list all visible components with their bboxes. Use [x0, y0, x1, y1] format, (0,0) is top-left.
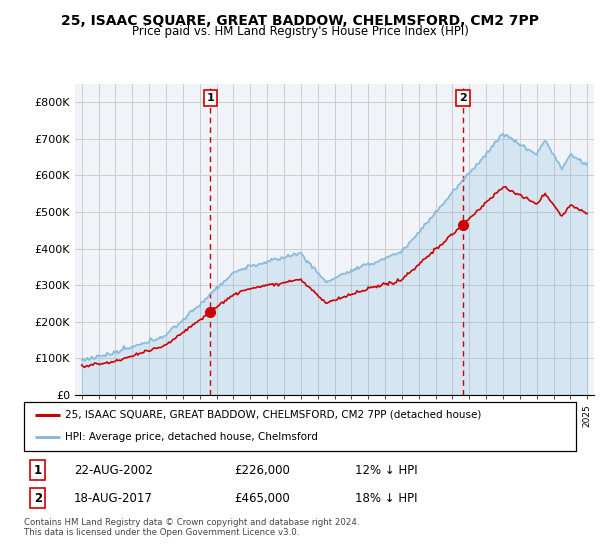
Text: 22-AUG-2002: 22-AUG-2002 — [74, 464, 152, 477]
Text: 25, ISAAC SQUARE, GREAT BADDOW, CHELMSFORD, CM2 7PP (detached house): 25, ISAAC SQUARE, GREAT BADDOW, CHELMSFO… — [65, 410, 482, 420]
Text: This data is licensed under the Open Government Licence v3.0.: This data is licensed under the Open Gov… — [24, 528, 299, 537]
Text: £465,000: £465,000 — [234, 492, 290, 505]
Text: 12% ↓ HPI: 12% ↓ HPI — [355, 464, 418, 477]
Text: 1: 1 — [34, 464, 42, 477]
Text: 1: 1 — [206, 93, 214, 103]
Text: 25, ISAAC SQUARE, GREAT BADDOW, CHELMSFORD, CM2 7PP: 25, ISAAC SQUARE, GREAT BADDOW, CHELMSFO… — [61, 14, 539, 28]
Text: 2: 2 — [34, 492, 42, 505]
Text: 2: 2 — [459, 93, 467, 103]
Text: Contains HM Land Registry data © Crown copyright and database right 2024.: Contains HM Land Registry data © Crown c… — [24, 518, 359, 527]
Text: 18% ↓ HPI: 18% ↓ HPI — [355, 492, 418, 505]
Text: 18-AUG-2017: 18-AUG-2017 — [74, 492, 152, 505]
Text: Price paid vs. HM Land Registry's House Price Index (HPI): Price paid vs. HM Land Registry's House … — [131, 25, 469, 38]
Text: £226,000: £226,000 — [234, 464, 290, 477]
Text: HPI: Average price, detached house, Chelmsford: HPI: Average price, detached house, Chel… — [65, 432, 318, 442]
